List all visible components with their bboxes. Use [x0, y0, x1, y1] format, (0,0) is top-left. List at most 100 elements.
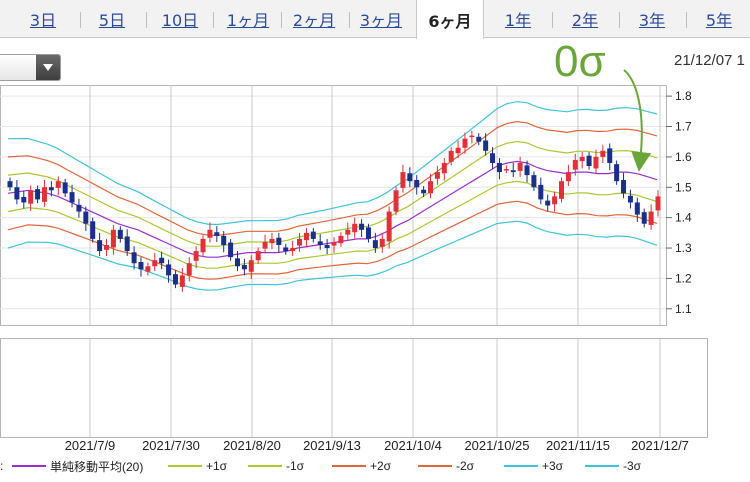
- tab-10d[interactable]: 10日: [161, 11, 199, 30]
- legend-plus3: +3σ: [504, 458, 563, 474]
- y-tick-label: 1.2: [675, 271, 692, 285]
- indicator-select[interactable]: [0, 54, 61, 81]
- main-plot-frame: [0, 85, 667, 326]
- candle-body: [386, 211, 392, 242]
- candle-body: [421, 189, 427, 194]
- legend-label: -1σ: [286, 459, 305, 473]
- candle-body: [621, 179, 627, 194]
- candle-body: [7, 181, 13, 188]
- y-axis-labels: 1.8 1.7 1.6 1.5 1.4 1.3 1.2 1.1: [675, 89, 692, 316]
- candle-body: [104, 245, 110, 250]
- legend-minus2: -2σ: [418, 458, 474, 474]
- tab-5d[interactable]: 5日: [98, 11, 126, 30]
- candle-body: [372, 240, 378, 249]
- candle-body: [434, 172, 440, 179]
- tab-separator: [686, 12, 687, 28]
- candle-body: [462, 138, 468, 148]
- minus2-sigma-line: [7, 200, 658, 280]
- candle-body: [283, 247, 289, 252]
- candle-body: [186, 263, 192, 276]
- tab-separator: [213, 12, 214, 28]
- tab-1m[interactable]: 1ヶ月: [226, 11, 270, 30]
- candle-body: [276, 237, 282, 245]
- x-tick-label: 2021/9/13: [303, 438, 361, 453]
- candle-body: [503, 169, 509, 171]
- candle-body: [234, 258, 240, 267]
- candle-body: [441, 162, 447, 174]
- candle-body: [131, 252, 137, 264]
- minus3-sigma-line: [7, 220, 658, 291]
- candle-body: [469, 135, 475, 138]
- tab-3m[interactable]: 3ヶ月: [359, 11, 403, 30]
- candle-body: [255, 251, 261, 261]
- candle-body: [248, 260, 254, 272]
- candle-body: [414, 179, 420, 188]
- y-tick-label: 1.7: [675, 120, 692, 134]
- candle-body: [159, 257, 165, 264]
- candle-body: [14, 187, 20, 200]
- candle-body: [172, 274, 178, 285]
- candle-body: [193, 251, 199, 261]
- last-update-date: 21/12/07 1: [674, 52, 745, 69]
- candle-body: [627, 195, 633, 203]
- candle-body: [241, 265, 247, 270]
- candle-body: [552, 196, 558, 205]
- legend-label: +1σ: [206, 459, 228, 473]
- dropdown-button[interactable]: [36, 55, 60, 80]
- tab-1y[interactable]: 1年: [504, 11, 532, 30]
- candle-body: [345, 229, 351, 235]
- candle-body: [117, 229, 123, 239]
- tab-5y[interactable]: 5年: [705, 11, 733, 30]
- candle-body: [303, 232, 309, 241]
- candle-body: [166, 264, 172, 276]
- candle-body: [558, 181, 564, 199]
- legend-sma: 単純移動平均(20): [12, 458, 143, 474]
- tab-2m[interactable]: 2ヶ月: [292, 11, 336, 30]
- tab-separator: [619, 12, 620, 28]
- tab-separator: [552, 12, 553, 28]
- candle-body: [41, 187, 47, 202]
- tab-separator: [349, 12, 350, 28]
- x-tick-label: 2021/10/4: [384, 438, 442, 453]
- plus3-sigma-line: [7, 101, 658, 226]
- legend-label: -2σ: [456, 459, 475, 473]
- candle-body: [69, 192, 75, 203]
- candlesticks: [7, 130, 661, 292]
- y-tick-label: 1.6: [675, 150, 692, 164]
- candle-body: [531, 175, 537, 188]
- chevron-down-icon: [43, 64, 53, 71]
- candle-body: [214, 232, 220, 236]
- legend-label: +2σ: [370, 459, 392, 473]
- candle-body: [55, 181, 61, 188]
- candle-body: [593, 156, 599, 169]
- x-tick-label: 2021/10/25: [464, 438, 529, 453]
- legend-label: 単純移動平均(20): [50, 459, 144, 474]
- candle-body: [21, 196, 27, 203]
- candle-body: [145, 266, 151, 272]
- candle-body: [124, 236, 130, 252]
- tab-3y[interactable]: 3年: [638, 11, 666, 30]
- candle-body: [448, 150, 454, 162]
- x-tick-label: 2021/7/9: [65, 438, 116, 453]
- tab-separator: [146, 12, 147, 28]
- x-tick-label: 2021/7/30: [142, 438, 200, 453]
- candle-body: [365, 227, 371, 239]
- legend-minus1: -1σ: [248, 458, 304, 474]
- tab-3d[interactable]: 3日: [29, 11, 57, 30]
- tab-6m[interactable]: 6ヶ月: [416, 0, 484, 39]
- tab-2y[interactable]: 2年: [571, 11, 599, 30]
- candle-body: [428, 181, 434, 194]
- candle-body: [28, 190, 34, 204]
- candle-body: [110, 229, 116, 248]
- candle-body: [290, 248, 296, 252]
- candle-body: [393, 190, 399, 212]
- candle-body: [538, 184, 544, 200]
- candle-body: [517, 162, 523, 171]
- plus2-sigma-line: [7, 120, 658, 237]
- candle-body: [455, 147, 461, 154]
- grid-lines: [0, 85, 672, 437]
- legend-plus2: +2σ: [332, 458, 391, 474]
- candle-body: [359, 223, 365, 230]
- y-tick-label: 1.1: [675, 302, 692, 316]
- candle-body: [607, 148, 613, 163]
